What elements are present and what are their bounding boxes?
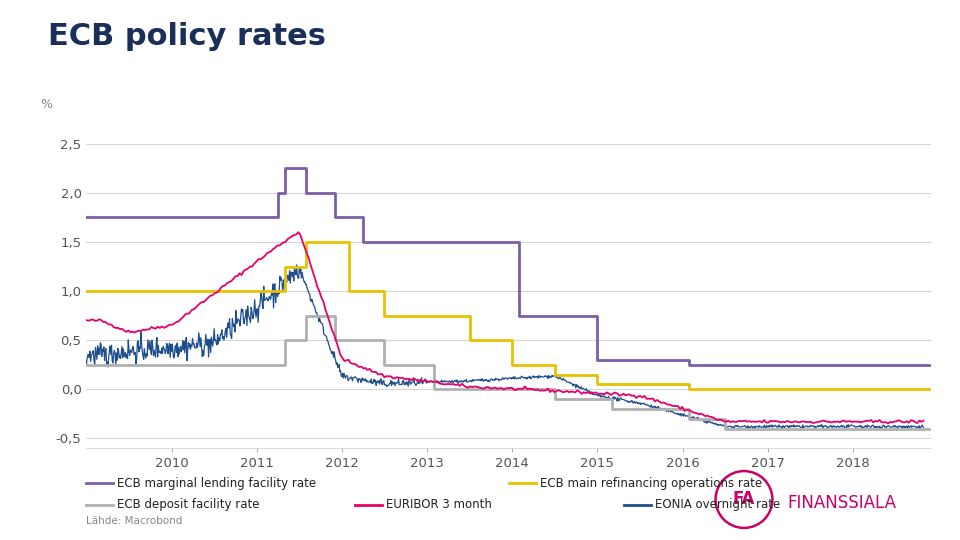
Text: FINANSSIALA: FINANSSIALA (787, 494, 897, 512)
Text: FA: FA (732, 490, 756, 509)
Text: ECB policy rates: ECB policy rates (48, 22, 326, 51)
Text: ECB marginal lending facility rate: ECB marginal lending facility rate (117, 477, 316, 490)
Text: Lähde: Macrobond: Lähde: Macrobond (86, 516, 182, 526)
Text: ECB main refinancing operations rate: ECB main refinancing operations rate (540, 477, 761, 490)
Text: ECB deposit facility rate: ECB deposit facility rate (117, 498, 259, 511)
Text: EURIBOR 3 month: EURIBOR 3 month (386, 498, 492, 511)
Text: EONIA overnight rate: EONIA overnight rate (655, 498, 780, 511)
Text: %: % (40, 98, 52, 111)
